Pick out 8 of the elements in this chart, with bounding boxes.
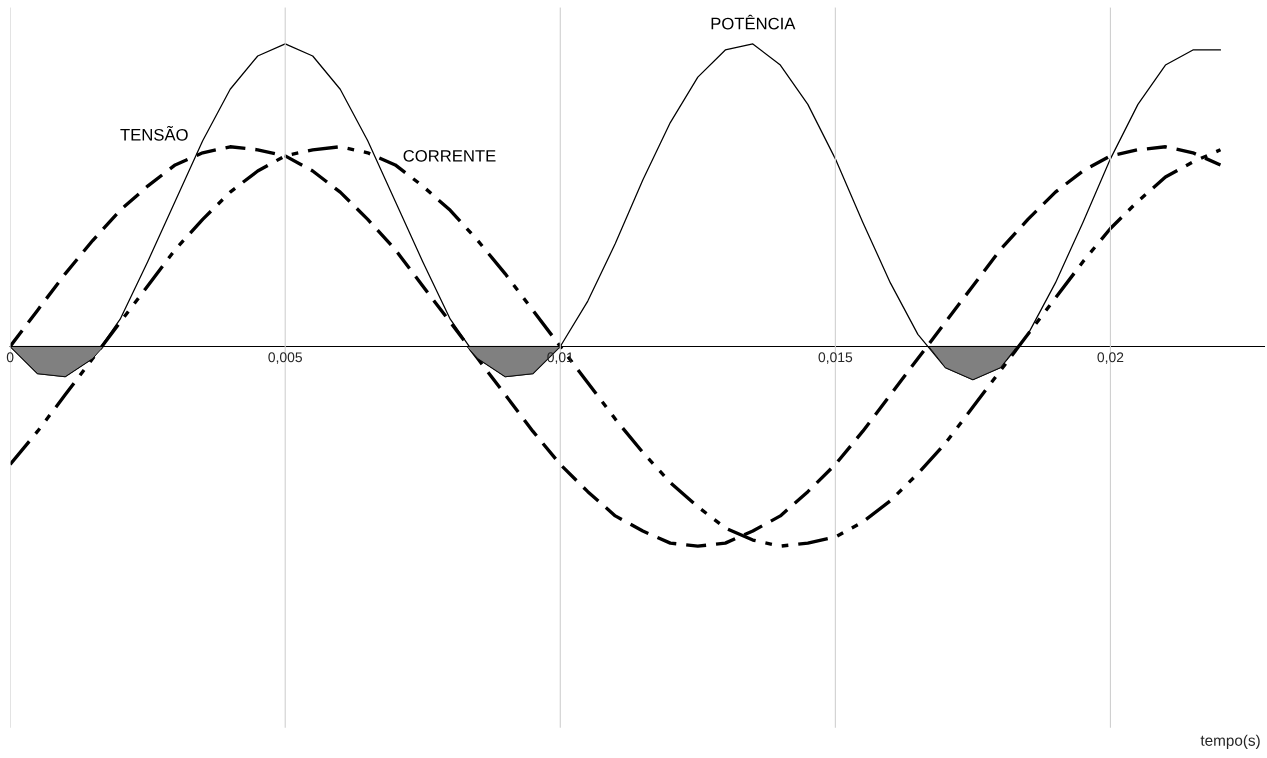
x-tick-label: 0 xyxy=(6,352,14,363)
series-label: POTÊNCIA xyxy=(711,14,796,30)
x-tick-label: 0,015 xyxy=(818,352,853,364)
series-label: CORRENTE xyxy=(403,149,496,162)
text: tempo(s) xyxy=(1200,734,1260,749)
series-label: TENSÃO xyxy=(120,125,188,141)
x-tick-label: 0,02 xyxy=(1097,352,1124,364)
x-tick-label: 0,005 xyxy=(268,352,303,364)
